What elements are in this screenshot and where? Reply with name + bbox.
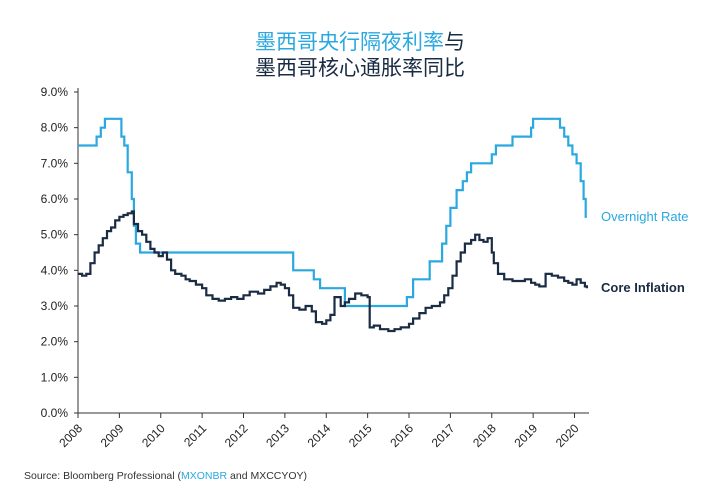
title-rest: 与 — [444, 30, 465, 54]
y-tick-label: 5.0% — [41, 228, 69, 242]
core-inflation-line — [78, 210, 588, 333]
x-tick-label: 2017 — [429, 421, 458, 450]
x-tick-label: 2018 — [470, 421, 499, 450]
y-tick-label: 2.0% — [41, 335, 69, 349]
y-tick-label: 7.0% — [41, 156, 69, 170]
x-tick-label: 2020 — [553, 421, 582, 450]
source-note: Source: Bloomberg Professional (MXONBR a… — [24, 470, 307, 482]
overnight-rate-line — [78, 117, 587, 308]
y-tick-label: 8.0% — [41, 121, 69, 135]
x-tick-label: 2008 — [56, 421, 85, 450]
core-inflation-label: Core Inflation — [601, 280, 685, 295]
x-tick-label: 2010 — [139, 421, 168, 450]
y-tick-label: 4.0% — [41, 263, 69, 277]
title-accent: 墨西哥央行隔夜利率 — [255, 30, 444, 54]
x-tick-label: 2011 — [181, 421, 209, 449]
source-prefix: Source: Bloomberg Professional ( — [24, 470, 181, 482]
y-tick-label: 6.0% — [41, 192, 69, 206]
overnight-rate-label: Overnight Rate — [601, 209, 688, 224]
x-tick-label: 2013 — [263, 421, 292, 450]
x-tick-label: 2014 — [305, 421, 334, 450]
x-tick-label: 2012 — [222, 421, 251, 450]
x-tick-label: 2009 — [98, 421, 127, 450]
source-ticker-link[interactable]: MXONBR — [181, 470, 228, 482]
source-suffix: and MXCCYOY) — [227, 470, 308, 482]
x-tick-label: 2015 — [346, 421, 375, 450]
chart-title-line2: 墨西哥核心通胀率同比 — [255, 56, 465, 80]
y-tick-label: 3.0% — [41, 299, 69, 313]
y-tick-label: 1.0% — [41, 370, 69, 384]
y-tick-label: 0.0% — [41, 406, 69, 420]
y-tick-label: 9.0% — [41, 85, 69, 99]
x-tick-label: 2016 — [387, 421, 416, 450]
x-tick-label: 2019 — [511, 421, 540, 450]
chart-title-line1: 墨西哥央行隔夜利率与 — [0, 26, 720, 56]
